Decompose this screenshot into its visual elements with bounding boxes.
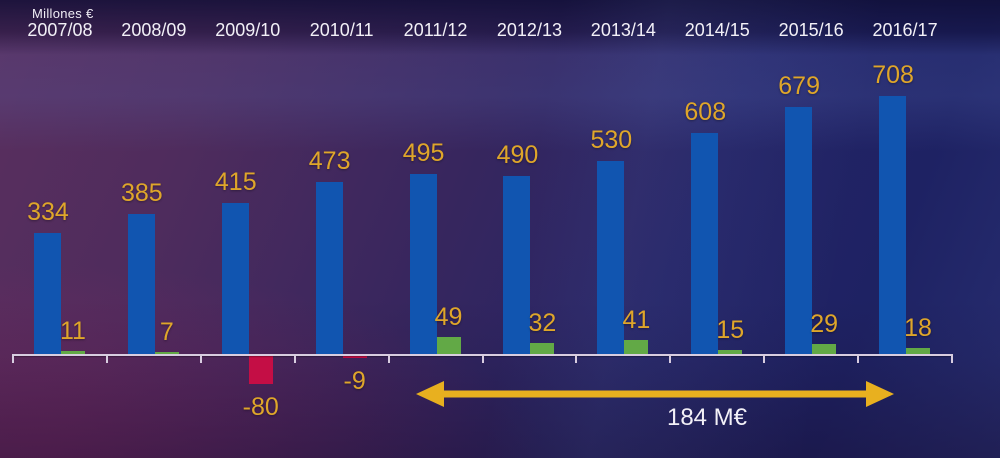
season-label: 2016/17 bbox=[872, 20, 938, 40]
revenue-bar bbox=[691, 132, 719, 355]
revenue-bar bbox=[503, 175, 531, 355]
axis-tick bbox=[575, 354, 578, 363]
result-value-label: -80 bbox=[242, 393, 279, 422]
axis-tick bbox=[763, 354, 766, 363]
result-bar-positive bbox=[906, 348, 931, 355]
revenue-value-label: 473 bbox=[308, 146, 351, 175]
season-label: 2007/08 bbox=[27, 20, 93, 40]
axis-tick bbox=[669, 354, 672, 363]
revenue-bar bbox=[221, 203, 249, 355]
revenue-value-label: 608 bbox=[684, 97, 727, 126]
revenue-value-label: 708 bbox=[872, 60, 914, 89]
revenue-value-label: 334 bbox=[27, 197, 69, 226]
axis-tick bbox=[951, 354, 953, 363]
axis-tick bbox=[387, 354, 390, 363]
revenue-value-label: 490 bbox=[496, 140, 539, 169]
result-bar-positive bbox=[812, 344, 837, 355]
result-bar-positive bbox=[624, 340, 649, 355]
result-value-label: 18 bbox=[904, 314, 932, 343]
revenue-value-label: 530 bbox=[590, 126, 633, 155]
axis-tick bbox=[199, 354, 202, 363]
revenue-bar bbox=[879, 95, 907, 355]
season-label: 2009/10 bbox=[215, 20, 281, 40]
result-bar-positive bbox=[154, 352, 179, 355]
result-value-label: -9 bbox=[343, 367, 366, 396]
result-value-label: 49 bbox=[434, 303, 463, 332]
season-label: 2013/14 bbox=[590, 20, 656, 40]
season-label: 2012/13 bbox=[496, 20, 562, 40]
revenue-bar bbox=[315, 181, 343, 355]
result-bar-negative bbox=[342, 355, 367, 359]
result-value-label: 7 bbox=[159, 318, 174, 347]
unit-label: Millones € bbox=[32, 6, 94, 21]
revenue-bar bbox=[127, 214, 155, 355]
season-label: 2011/12 bbox=[403, 20, 468, 40]
result-bar-positive bbox=[60, 350, 85, 355]
revenue-bar bbox=[33, 232, 61, 355]
season-label: 2010/11 bbox=[309, 20, 374, 40]
span-arrow-label: 184 M€ bbox=[666, 404, 748, 431]
revenue-value-label: 385 bbox=[120, 179, 163, 208]
revenue-bar bbox=[597, 161, 625, 355]
axis-tick bbox=[293, 354, 296, 363]
result-bar-negative bbox=[248, 355, 273, 385]
axis-tick bbox=[105, 354, 108, 363]
axis-tick bbox=[12, 354, 14, 363]
revenue-bar bbox=[785, 106, 813, 355]
result-value-label: 32 bbox=[528, 309, 557, 338]
result-bar-positive bbox=[436, 337, 461, 355]
revenue-value-label: 495 bbox=[402, 138, 445, 167]
revenue-value-label: 679 bbox=[778, 71, 820, 100]
axis-tick bbox=[481, 354, 484, 363]
result-value-label: 29 bbox=[810, 310, 839, 339]
result-bar-positive bbox=[718, 349, 743, 355]
result-bar-positive bbox=[530, 343, 555, 355]
revenue-value-label: 415 bbox=[214, 168, 257, 197]
season-label: 2008/09 bbox=[121, 20, 187, 40]
axis-tick bbox=[857, 354, 860, 363]
season-label: 2015/16 bbox=[778, 20, 844, 40]
revenue-bar bbox=[409, 173, 437, 355]
result-value-label: 11 bbox=[59, 316, 86, 345]
result-value-label: 41 bbox=[622, 306, 651, 334]
span-arrow-icon bbox=[416, 381, 894, 407]
result-value-label: 15 bbox=[716, 315, 745, 344]
season-label: 2014/15 bbox=[684, 20, 750, 40]
